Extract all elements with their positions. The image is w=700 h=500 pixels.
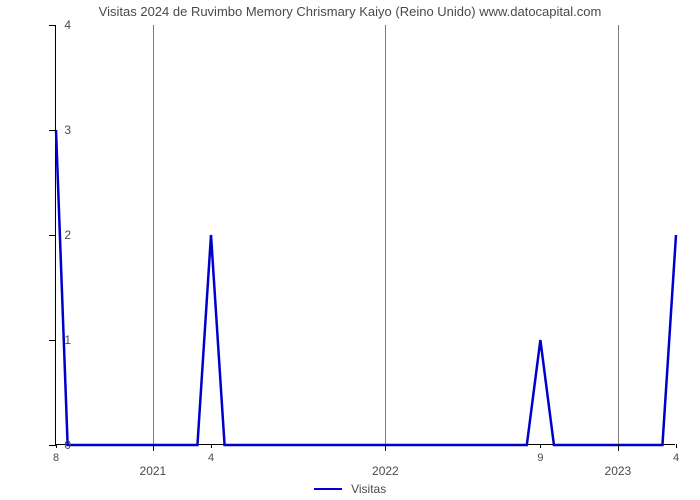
y-tick (49, 445, 56, 446)
gridline-vertical (153, 25, 154, 444)
line-series (56, 25, 676, 445)
chart-title: Visitas 2024 de Ruvimbo Memory Chrismary… (0, 4, 700, 19)
x-axis-month-label: 8 (53, 452, 59, 464)
plot-area: 2021202220238494 (55, 25, 675, 445)
x-major-tick (153, 444, 154, 451)
y-axis-label: 3 (64, 123, 71, 137)
x-axis-year-label: 2023 (605, 464, 632, 478)
x-minor-tick (56, 444, 57, 448)
x-major-tick (385, 444, 386, 451)
y-tick (49, 25, 56, 26)
x-minor-tick (540, 444, 541, 448)
x-axis-month-label: 9 (537, 452, 543, 464)
legend-label: Visitas (351, 482, 386, 496)
x-axis-year-label: 2021 (140, 464, 167, 478)
y-axis-label: 4 (64, 18, 71, 32)
gridline-vertical (618, 25, 619, 444)
y-tick (49, 235, 56, 236)
y-tick (49, 130, 56, 131)
y-tick (49, 340, 56, 341)
y-axis-label: 2 (64, 228, 71, 242)
x-axis-month-label: 4 (673, 452, 679, 464)
y-axis-label: 0 (64, 438, 71, 452)
x-major-tick (618, 444, 619, 451)
y-axis-label: 1 (64, 333, 71, 347)
x-minor-tick (211, 444, 212, 448)
x-minor-tick (676, 444, 677, 448)
x-axis-month-label: 4 (208, 452, 214, 464)
gridline-vertical (385, 25, 386, 444)
x-axis-year-label: 2022 (372, 464, 399, 478)
legend-swatch (314, 488, 342, 490)
legend: Visitas (0, 481, 700, 496)
visits-line-chart: Visitas 2024 de Ruvimbo Memory Chrismary… (0, 0, 700, 500)
